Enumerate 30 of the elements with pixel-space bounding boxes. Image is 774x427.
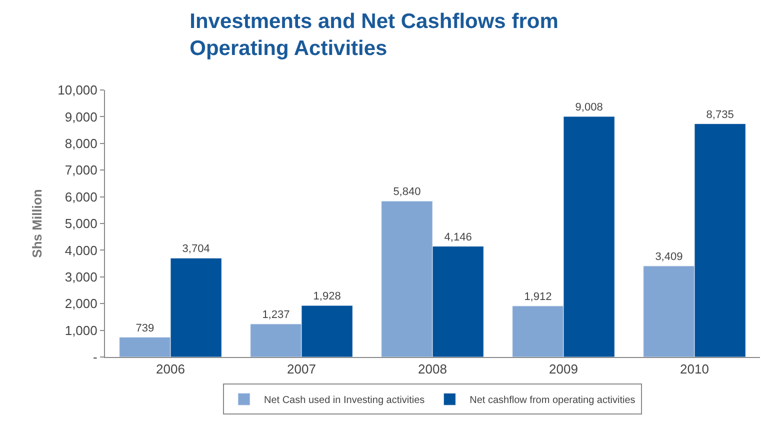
y-tick-label: 8,000 [64,136,98,151]
x-tick-label: 2007 [287,362,316,377]
data-label: 4,146 [444,231,472,244]
y-tick-label: 10,000 [58,82,98,98]
data-label: 3,409 [655,250,683,263]
x-tick-label: 2010 [680,362,709,377]
data-label: 3,704 [182,243,210,256]
data-label: 1,237 [262,308,290,321]
y-axis-title: Shs Million [30,189,45,258]
y-tick-label: 5,000 [64,216,98,232]
x-tick-label: 2009 [549,362,578,377]
y-tick-label: 9,000 [64,109,98,124]
y-tick-label: 6,000 [64,189,98,204]
y-tick-label: 7,000 [64,162,98,178]
y-tick-label: - [93,350,98,365]
data-label: 8,735 [706,108,734,121]
data-label: 5,840 [393,186,421,198]
x-tick-label: 2006 [156,362,185,377]
legend-label: Net Cash used in Investing activities [264,395,425,406]
chart-title: Investments and Net Cashflows from Operating Activities [190,10,558,60]
y-tick-label: 4,000 [64,242,98,258]
y-tick-label: 3,000 [64,269,98,284]
data-label: 1,928 [313,290,341,303]
data-label: 739 [136,322,154,334]
legend-label: Net cashflow from operating activities [470,395,636,406]
y-tick-label: 2,000 [64,296,98,312]
data-label: 9,008 [575,101,603,114]
y-tick-label: 1,000 [64,322,98,338]
data-label: 1,912 [524,290,552,303]
x-tick-label: 2008 [418,362,447,377]
